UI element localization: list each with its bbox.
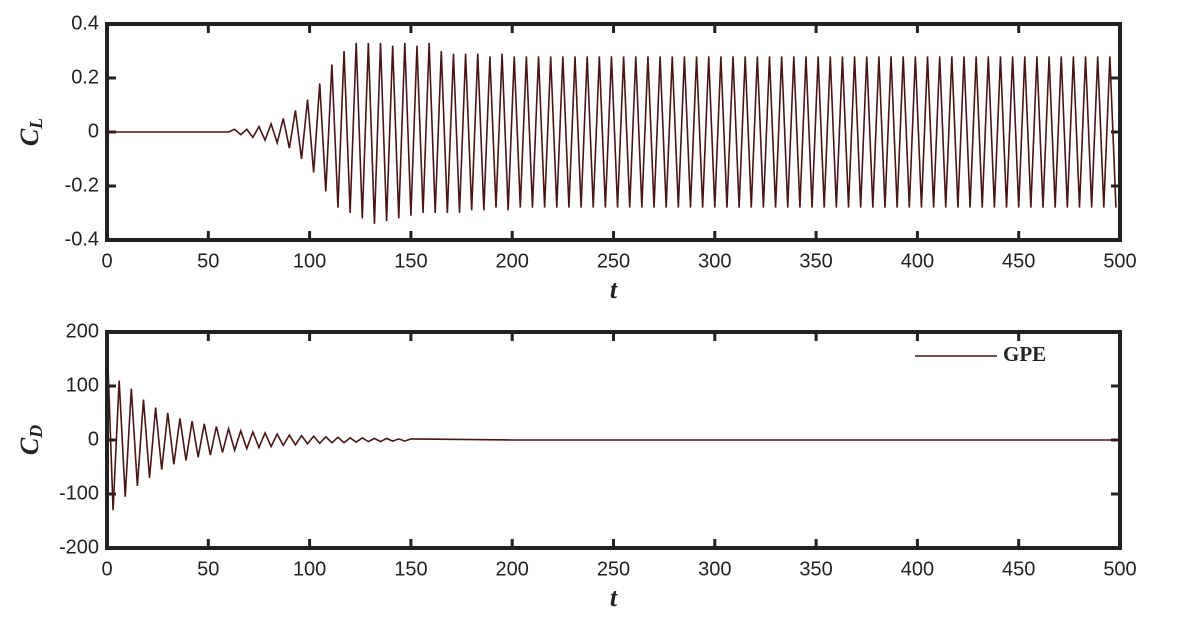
y-axis-label-sub: D (26, 425, 46, 439)
plot-frame (105, 22, 1122, 242)
y-axis-label: CD (15, 425, 46, 455)
x-tick-label: 100 (293, 558, 326, 580)
x-tick-label: 150 (394, 250, 427, 272)
line-series (107, 42, 1117, 224)
x-tick-label: 350 (799, 250, 832, 272)
y-tick-label: 100 (66, 374, 99, 396)
x-tick-label: 500 (1103, 558, 1136, 580)
y-tick-label: 0.2 (71, 66, 99, 88)
x-tick-label: 50 (197, 250, 219, 272)
x-axis-label: t (610, 275, 618, 304)
x-tick-label: 200 (496, 250, 529, 272)
x-tick-label: 250 (597, 250, 630, 272)
plot-frame (105, 330, 1122, 550)
y-tick-label: -0.4 (65, 228, 99, 250)
x-tick-label: 400 (901, 558, 934, 580)
x-tick-label: 500 (1103, 250, 1136, 272)
y-tick-label: -200 (59, 536, 99, 558)
y-tick-label: -100 (59, 482, 99, 504)
x-tick-label: 200 (496, 558, 529, 580)
x-tick-label: 150 (394, 558, 427, 580)
x-tick-label: 450 (1002, 558, 1035, 580)
x-tick-label: 350 (799, 558, 832, 580)
subplot: 0 50 100 150 200 250 300 350 400 450 500 -200 -100 0 1… (15, 320, 1137, 612)
line-series (107, 337, 1120, 511)
x-tick-label: 50 (197, 558, 219, 580)
y-tick-label: 0 (88, 120, 99, 142)
y-tick-label: -0.2 (65, 174, 99, 196)
x-tick-label: 250 (597, 558, 630, 580)
y-tick-label: 200 (66, 320, 99, 342)
x-tick-label: 300 (698, 558, 731, 580)
x-tick-label: 450 (1002, 250, 1035, 272)
y-tick-label: 0 (88, 428, 99, 450)
x-tick-label: 0 (101, 250, 112, 272)
y-axis-label-sub: L (26, 118, 46, 130)
x-tick-label: 100 (293, 250, 326, 272)
y-axis-label: CL (15, 118, 46, 146)
x-tick-label: 300 (698, 250, 731, 272)
subplot: 0 50 100 150 200 250 300 350 400 450 500 -0.4 -0.2 0 0… (15, 12, 1137, 304)
y-tick-label: 0.4 (71, 12, 99, 34)
y-axis-label-main: C (15, 437, 44, 455)
legend-label: GPE (1003, 342, 1046, 366)
x-axis-label: t (610, 583, 618, 612)
x-tick-label: 0 (101, 558, 112, 580)
y-axis-label-main: C (15, 128, 44, 146)
x-tick-label: 400 (901, 250, 934, 272)
